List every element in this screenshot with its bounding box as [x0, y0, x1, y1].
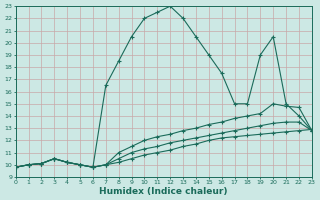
X-axis label: Humidex (Indice chaleur): Humidex (Indice chaleur) — [100, 187, 228, 196]
